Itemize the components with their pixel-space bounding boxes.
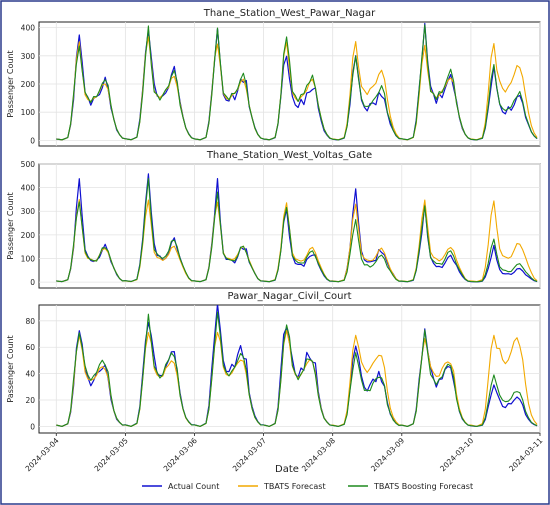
y-tick-label: 0 bbox=[30, 136, 35, 145]
y-tick-label: 100 bbox=[21, 254, 36, 263]
panel-title: Thane_Station_West_Pawar_Nagar bbox=[203, 8, 376, 19]
y-tick-label: 60 bbox=[25, 343, 35, 352]
series-boosting-line bbox=[56, 24, 538, 141]
plot-area bbox=[38, 304, 541, 434]
panel-title: Thane_Station_West_Voltas_Gate bbox=[206, 150, 372, 161]
y-tick-label: 20 bbox=[25, 396, 35, 405]
legend-label: TBATS Boosting Forecast bbox=[373, 482, 473, 491]
y-tick-label: 500 bbox=[21, 160, 36, 169]
x-axis-label: Date bbox=[275, 464, 299, 475]
panel-title: Pawar_Nagar_Civil_Court bbox=[227, 291, 351, 302]
y-tick-label: 100 bbox=[21, 108, 36, 117]
y-axis-label: Passenger Count bbox=[6, 192, 15, 259]
legend-label: TBATS Forecast bbox=[263, 482, 326, 491]
y-tick-label: 40 bbox=[25, 370, 35, 379]
series-boosting-line bbox=[56, 178, 538, 283]
panel-2: Thane_Station_West_Voltas_Gate 0 100 200 300… bbox=[6, 150, 541, 289]
y-tick-label: 80 bbox=[25, 317, 35, 326]
y-axis-label: Passenger Count bbox=[6, 50, 15, 117]
y-tick-label: 0 bbox=[30, 278, 35, 287]
y-tick-label: 400 bbox=[21, 24, 36, 33]
legend-label: Actual Count bbox=[168, 482, 219, 491]
series-boosting-line bbox=[56, 311, 538, 427]
y-tick-label: 0 bbox=[30, 422, 35, 431]
y-tick-label: 200 bbox=[21, 80, 36, 89]
panel-1: Thane_Station_West_Pawar_Nagar 0 100 200 300… bbox=[6, 8, 541, 147]
legend: Actual Count TBATS Forecast TBATS Boosting… bbox=[142, 482, 473, 491]
y-tick-label: 300 bbox=[21, 52, 36, 61]
y-axis-label: Passenger Count bbox=[6, 335, 15, 402]
y-tick-label: 200 bbox=[21, 231, 36, 240]
y-tick-label: 300 bbox=[21, 207, 36, 216]
y-tick-label: 400 bbox=[21, 184, 36, 193]
